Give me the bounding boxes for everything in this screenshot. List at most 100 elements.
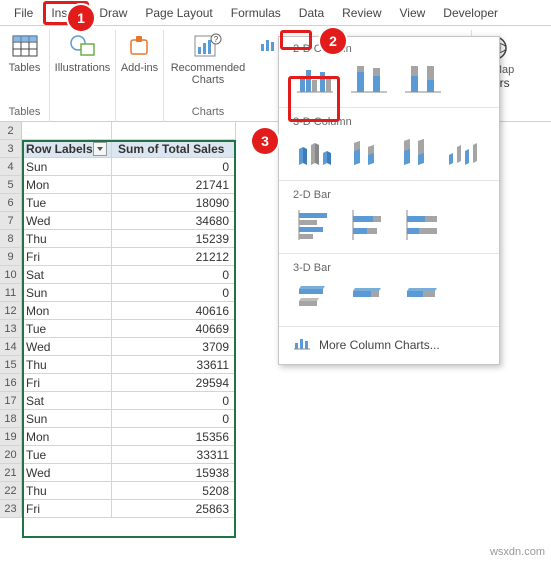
cell[interactable]: [22, 122, 112, 139]
cell[interactable]: Mon: [22, 302, 112, 319]
cell[interactable]: 33611: [112, 356, 236, 373]
table-row: 13Tue40669: [0, 320, 236, 338]
cell[interactable]: 0: [112, 158, 236, 175]
row-header[interactable]: 23: [0, 500, 22, 517]
row-header[interactable]: 5: [0, 176, 22, 193]
tab-review[interactable]: Review: [334, 1, 389, 25]
more-column-charts[interactable]: More Column Charts...: [279, 329, 499, 360]
cell[interactable]: 40616: [112, 302, 236, 319]
cell[interactable]: 33311: [112, 446, 236, 463]
row-header[interactable]: 4: [0, 158, 22, 175]
cell[interactable]: Tue: [22, 194, 112, 211]
cell[interactable]: Tue: [22, 320, 112, 337]
row-header[interactable]: 12: [0, 302, 22, 319]
row-header[interactable]: 14: [0, 338, 22, 355]
row-header[interactable]: 21: [0, 464, 22, 481]
cell[interactable]: Wed: [22, 338, 112, 355]
column-3d[interactable]: [443, 132, 488, 172]
cell[interactable]: Sat: [22, 392, 112, 409]
clustered-bar-2d[interactable]: [291, 205, 339, 245]
row-header[interactable]: 2: [0, 122, 22, 139]
cell[interactable]: 0: [112, 266, 236, 283]
row-header[interactable]: 16: [0, 374, 22, 391]
cell[interactable]: 15239: [112, 230, 236, 247]
stacked-bar-2d[interactable]: [345, 205, 393, 245]
stacked-column-3d[interactable]: [342, 132, 387, 172]
recommended-charts-button[interactable]: ? Recommended Charts: [167, 32, 249, 86]
cell[interactable]: Thu: [22, 230, 112, 247]
stacked100-column-3d[interactable]: [392, 132, 437, 172]
tab-data[interactable]: Data: [291, 1, 332, 25]
cell[interactable]: 0: [112, 392, 236, 409]
cell[interactable]: Wed: [22, 464, 112, 481]
row-header[interactable]: 20: [0, 446, 22, 463]
row-header[interactable]: 10: [0, 266, 22, 283]
cell[interactable]: 25863: [112, 500, 236, 517]
tab-file[interactable]: File: [6, 1, 41, 25]
cell[interactable]: Sat: [22, 266, 112, 283]
cell[interactable]: 5208: [112, 482, 236, 499]
cell[interactable]: Fri: [22, 374, 112, 391]
cell[interactable]: 29594: [112, 374, 236, 391]
cell[interactable]: 0: [112, 410, 236, 427]
cell[interactable]: 15356: [112, 428, 236, 445]
table-row: 4Sun0: [0, 158, 236, 176]
tab-pagelayout[interactable]: Page Layout: [137, 1, 220, 25]
cell[interactable]: Thu: [22, 356, 112, 373]
row-header[interactable]: 9: [0, 248, 22, 265]
stacked100-bar-2d[interactable]: [399, 205, 447, 245]
cell[interactable]: Fri: [22, 248, 112, 265]
tables-button[interactable]: Tables: [0, 32, 50, 74]
row-header[interactable]: 8: [0, 230, 22, 247]
cell[interactable]: Mon: [22, 176, 112, 193]
cell[interactable]: Sum of Total Sales: [112, 140, 236, 157]
svg-text:?: ?: [214, 35, 219, 44]
row-header[interactable]: 11: [0, 284, 22, 301]
cell[interactable]: Sun: [22, 158, 112, 175]
clustered-bar-3d[interactable]: [291, 278, 339, 318]
row-header[interactable]: 3: [0, 140, 22, 157]
tab-draw[interactable]: Draw: [91, 1, 135, 25]
cell[interactable]: 18090: [112, 194, 236, 211]
cell[interactable]: 3709: [112, 338, 236, 355]
cell[interactable]: 40669: [112, 320, 236, 337]
row-header[interactable]: 22: [0, 482, 22, 499]
cell[interactable]: 34680: [112, 212, 236, 229]
cell[interactable]: Sun: [22, 284, 112, 301]
stacked-column-2d[interactable]: [345, 59, 393, 99]
tab-formulas[interactable]: Formulas: [223, 1, 289, 25]
row-header[interactable]: 19: [0, 428, 22, 445]
cell[interactable]: Thu: [22, 482, 112, 499]
cell[interactable]: [112, 122, 236, 139]
tab-view[interactable]: View: [392, 1, 434, 25]
stacked100-column-2d[interactable]: [399, 59, 447, 99]
cell[interactable]: Row Labels: [22, 140, 112, 157]
filter-dropdown-icon[interactable]: [93, 142, 107, 156]
cell[interactable]: Sun: [22, 410, 112, 427]
stacked100-bar-3d[interactable]: [399, 278, 447, 318]
cell[interactable]: 15938: [112, 464, 236, 481]
row-header[interactable]: 17: [0, 392, 22, 409]
clustered-column-3d[interactable]: [291, 132, 336, 172]
cell[interactable]: 0: [112, 284, 236, 301]
tab-developer[interactable]: Developer: [435, 1, 506, 25]
row-header[interactable]: 13: [0, 320, 22, 337]
more-column-charts-label: More Column Charts...: [319, 338, 440, 352]
stacked-bar-3d[interactable]: [345, 278, 393, 318]
row-header[interactable]: 7: [0, 212, 22, 229]
cell[interactable]: 21741: [112, 176, 236, 193]
table-row: 8Thu15239: [0, 230, 236, 248]
cell[interactable]: 21212: [112, 248, 236, 265]
clustered-column-2d[interactable]: [291, 59, 339, 99]
cell[interactable]: Fri: [22, 500, 112, 517]
cell[interactable]: Wed: [22, 212, 112, 229]
row-header[interactable]: 6: [0, 194, 22, 211]
table-icon: [11, 32, 39, 60]
cell[interactable]: Tue: [22, 446, 112, 463]
cell[interactable]: Mon: [22, 428, 112, 445]
insert-column-chart-button[interactable]: [258, 36, 280, 54]
row-header[interactable]: 18: [0, 410, 22, 427]
illustrations-button[interactable]: Illustrations: [52, 32, 114, 74]
row-header[interactable]: 15: [0, 356, 22, 373]
addins-button[interactable]: Add-ins: [118, 32, 162, 74]
